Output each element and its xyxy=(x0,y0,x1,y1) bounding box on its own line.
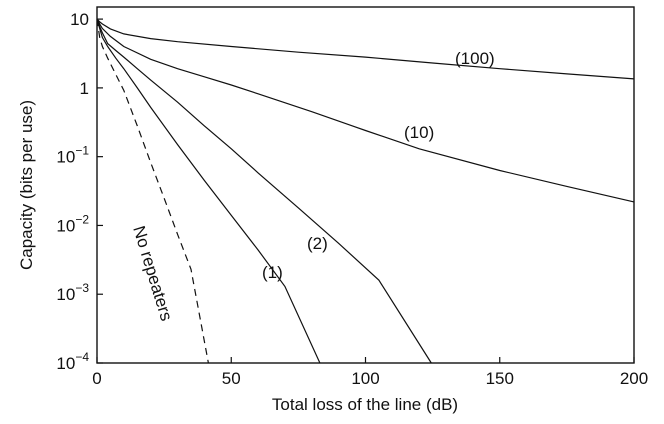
x-tick-label-2: 100 xyxy=(351,369,379,388)
series-label-no-repeaters: No repeaters xyxy=(129,224,176,324)
y-tick-label-2: 10−1 xyxy=(56,144,89,167)
series-line-no-repeaters xyxy=(96,19,209,364)
y-tick-label-0: 10 xyxy=(70,10,89,29)
curves xyxy=(96,18,635,364)
series-line-1 xyxy=(96,18,321,364)
plot-frame xyxy=(96,6,635,364)
series-line-2 xyxy=(96,18,432,364)
y-tick-label-3: 10−2 xyxy=(56,212,89,235)
y-tick-label-5: 10−4 xyxy=(56,350,89,373)
series-label-1: (1) xyxy=(262,263,283,282)
curve-labels: (100) (10) (2) (1) No repeaters xyxy=(129,49,495,323)
x-tick-label-4: 200 xyxy=(620,369,648,388)
y-tick-label-1: 1 xyxy=(80,79,89,98)
series-line-100 xyxy=(96,18,635,80)
x-tick-label-0: 0 xyxy=(92,369,101,388)
x-axis-label: Total loss of the line (dB) xyxy=(272,395,458,414)
y-tick-label-4: 10−3 xyxy=(56,281,89,304)
series-label-100: (100) xyxy=(455,49,495,68)
x-tick-label-3: 150 xyxy=(486,369,514,388)
series-label-10: (10) xyxy=(404,123,434,142)
x-tick-label-1: 50 xyxy=(222,369,241,388)
series-line-10 xyxy=(96,18,635,203)
y-axis-label: Capacity (bits per use) xyxy=(17,100,36,270)
series-label-2: (2) xyxy=(307,234,328,253)
axis-ticks: 0 50 100 150 200 10 1 10−1 10−2 10−3 10−4 xyxy=(56,10,648,388)
